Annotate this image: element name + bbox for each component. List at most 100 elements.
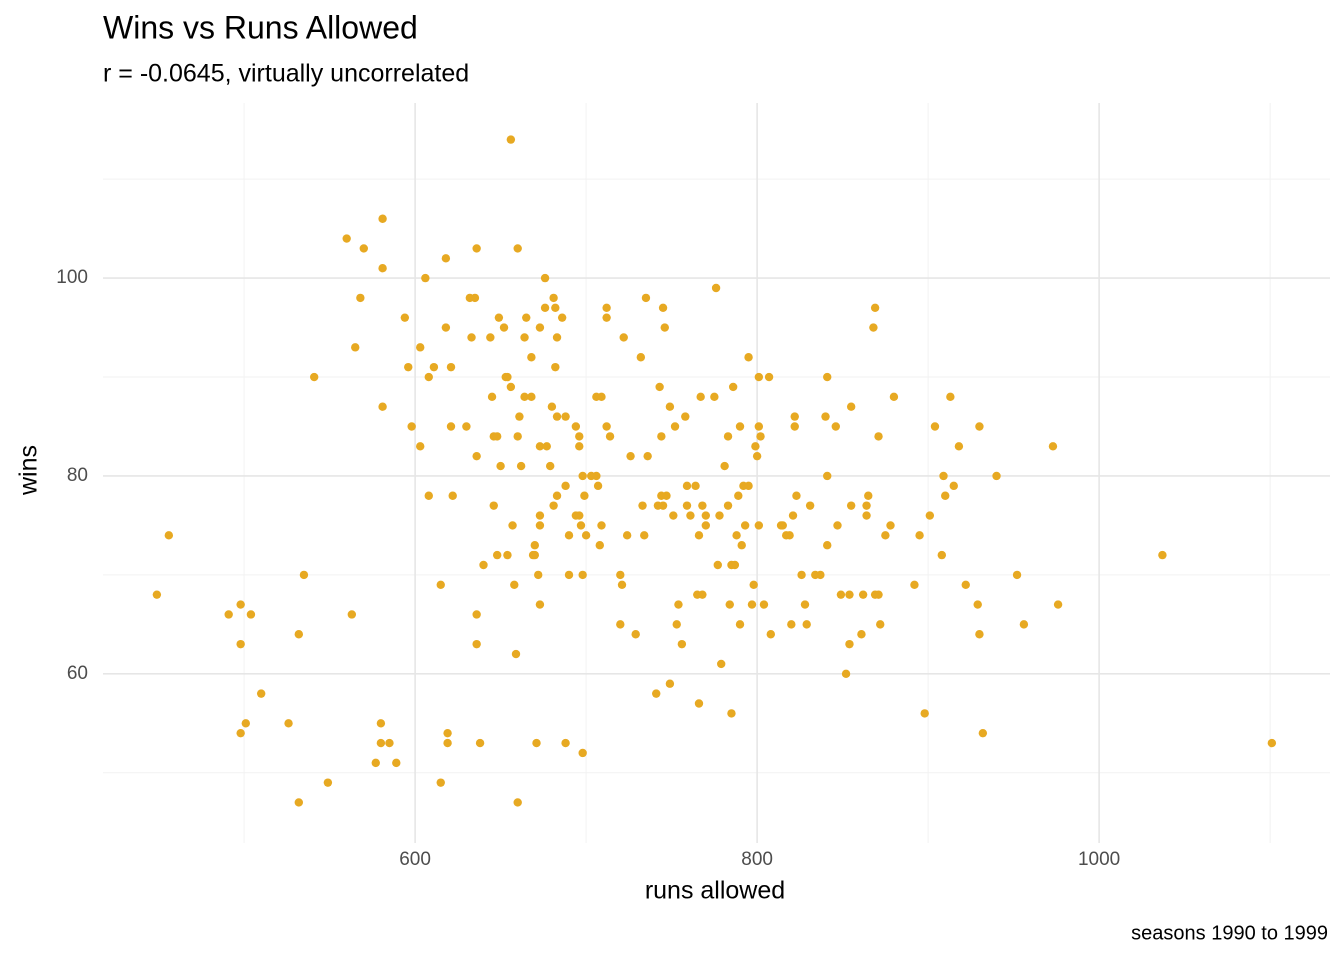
point <box>549 501 558 510</box>
point <box>557 313 567 322</box>
point <box>626 451 635 461</box>
point <box>717 659 726 669</box>
point <box>424 372 433 382</box>
point <box>833 521 842 530</box>
point <box>787 620 796 629</box>
point <box>939 471 948 481</box>
point <box>732 531 741 540</box>
point <box>446 362 456 372</box>
point <box>552 333 562 342</box>
point <box>400 313 410 322</box>
point <box>540 273 550 283</box>
point <box>710 392 719 402</box>
point <box>858 590 868 599</box>
point <box>575 511 584 520</box>
point <box>576 521 586 530</box>
point <box>759 600 769 609</box>
point <box>785 531 794 540</box>
point <box>392 758 401 768</box>
point <box>535 511 545 520</box>
point <box>744 353 753 362</box>
point <box>516 461 526 471</box>
point <box>698 501 707 510</box>
point <box>549 293 558 303</box>
point <box>665 679 675 688</box>
point <box>681 412 690 421</box>
point <box>581 531 591 540</box>
point <box>800 600 810 609</box>
point <box>520 392 529 402</box>
point <box>802 620 811 629</box>
point <box>602 313 611 322</box>
point <box>467 333 476 342</box>
point <box>823 471 832 481</box>
chart-subtitle: r = -0.0645, virtually uncorrelated <box>103 60 469 88</box>
point <box>973 600 982 609</box>
point <box>756 432 765 441</box>
point <box>727 709 736 718</box>
point <box>561 481 570 491</box>
point <box>725 600 734 609</box>
point <box>510 580 519 589</box>
point <box>728 382 738 392</box>
point <box>643 451 652 461</box>
point <box>846 501 856 510</box>
point <box>751 442 760 451</box>
point <box>1053 600 1063 609</box>
point <box>764 372 774 382</box>
point <box>506 135 516 144</box>
point <box>472 639 481 649</box>
point <box>351 343 360 352</box>
point <box>992 471 1001 481</box>
point <box>535 323 545 332</box>
y-tick-label: 60 <box>67 663 88 684</box>
point <box>551 362 560 372</box>
point <box>513 432 522 441</box>
chart-title: Wins vs Runs Allowed <box>103 9 418 45</box>
point <box>492 432 502 441</box>
x-tick-label: 1000 <box>1078 849 1120 870</box>
point <box>462 422 471 431</box>
point <box>378 214 387 223</box>
point <box>356 293 365 303</box>
point <box>915 531 924 540</box>
y-axis-label: wins <box>15 445 43 496</box>
point <box>446 422 456 431</box>
point <box>701 511 711 520</box>
point <box>496 461 505 471</box>
point <box>256 689 266 698</box>
point <box>841 669 851 679</box>
point <box>652 689 661 698</box>
point <box>734 491 743 500</box>
point <box>670 422 680 431</box>
point <box>571 422 581 431</box>
point <box>874 432 883 441</box>
point <box>845 639 854 649</box>
point <box>723 501 733 510</box>
point <box>1267 738 1277 748</box>
point <box>545 461 555 471</box>
point <box>535 600 545 609</box>
point <box>424 491 433 500</box>
point <box>740 521 750 530</box>
point <box>561 738 570 748</box>
point <box>152 590 162 599</box>
point <box>532 738 541 748</box>
point <box>730 560 740 570</box>
point <box>564 531 574 540</box>
point <box>443 738 452 748</box>
y-tick-label: 80 <box>67 465 88 486</box>
point <box>616 620 625 629</box>
point <box>522 313 531 322</box>
point <box>862 501 871 510</box>
point <box>975 630 984 639</box>
point <box>747 600 757 609</box>
point <box>511 649 521 659</box>
point <box>515 412 524 421</box>
point <box>371 758 380 768</box>
point <box>416 442 425 451</box>
point <box>920 709 929 718</box>
point <box>870 303 880 312</box>
point <box>378 402 387 411</box>
point <box>713 560 722 570</box>
